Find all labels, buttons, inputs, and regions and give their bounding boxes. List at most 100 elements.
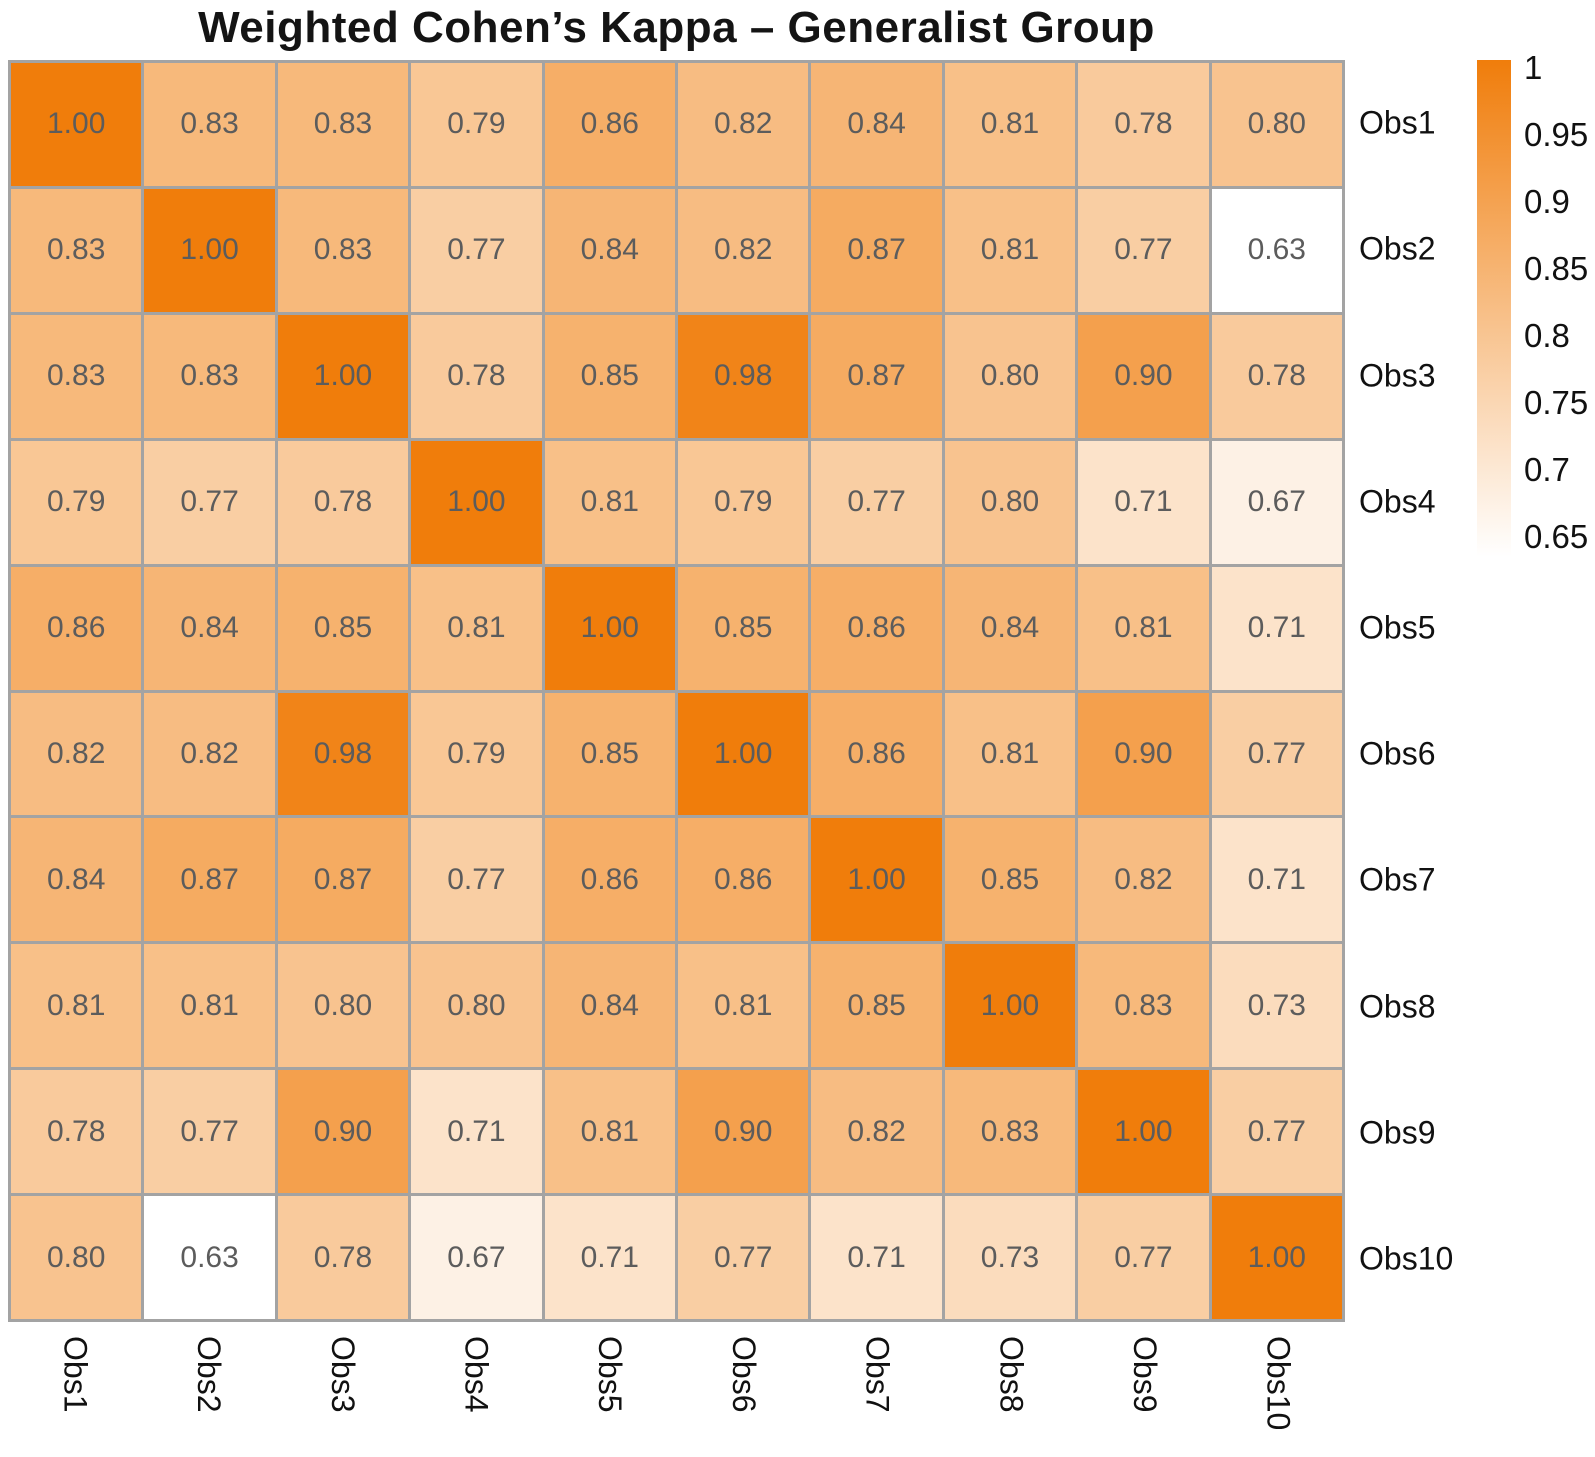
heatmap-cell: 0.81 [944,188,1076,312]
heatmap-cell: 0.87 [811,188,942,312]
heatmap-cell: 0.83 [144,314,275,438]
heatmap-cell: 0.87 [811,314,942,438]
heatmap-cell: 0.90 [677,1070,809,1194]
heatmap-cell: 1.00 [944,944,1076,1068]
heatmap-cell: 0.86 [544,818,675,942]
heatmap-cell: 0.85 [944,818,1076,942]
heatmap-cell: 0.82 [1078,818,1209,942]
heatmap-cell: 0.77 [411,818,542,942]
heatmap-cell: 0.71 [811,1196,942,1319]
heatmap-cell: 1.00 [677,692,809,816]
heatmap-cell: 0.79 [11,440,142,564]
heatmap-cell: 0.80 [11,1196,142,1319]
x-axis-label: Obs7 [859,1336,896,1413]
heatmap-cell: 0.98 [277,692,409,816]
colorbar-tick-label: 0.65 [1524,518,1589,555]
heatmap-cell: 0.77 [411,188,542,312]
x-axis-label: Obs3 [324,1336,361,1413]
y-axis-label: Obs3 [1359,357,1436,393]
heatmap-cell: 0.84 [144,566,275,690]
heatmap-cell: 0.67 [411,1196,542,1319]
heatmap-cell: 1.00 [811,818,942,942]
heatmap-cell: 0.78 [1211,314,1342,438]
heatmap-cell: 0.85 [544,692,675,816]
heatmap-cell: 0.79 [411,692,542,816]
y-axis-label: Obs9 [1359,1114,1436,1151]
heatmap-cell: 0.77 [1078,188,1209,312]
x-axis-label: Obs5 [592,1336,629,1413]
heatmap-cell: 0.78 [411,314,542,438]
heatmap-cell: 1.00 [1211,1196,1342,1319]
heatmap-cell: 0.81 [544,440,675,564]
x-axis-label: Obs1 [57,1336,94,1413]
x-axis-label: Obs9 [1126,1336,1163,1413]
heatmap-cell: 0.83 [944,1070,1076,1194]
heatmap-cell: 0.77 [144,1070,275,1194]
heatmap-cell: 0.77 [1078,1196,1209,1319]
heatmap-grid: 1.00 0.83 0.83 0.79 0.86 0.82 0.84 0.81 0.78 0.80… [8,60,1345,1322]
heatmap-cell: 0.81 [544,1070,675,1194]
heatmap-cell: 0.79 [677,440,809,564]
heatmap-cell: 0.77 [144,440,275,564]
heatmap-cell: 0.82 [11,692,142,816]
heatmap-cell: 0.77 [1211,692,1342,816]
heatmap-cell: 1.00 [11,63,142,186]
heatmap-cell: 0.71 [1211,818,1342,942]
heatmap-cell: 0.78 [277,1196,409,1319]
heatmap-cell: 0.79 [411,63,542,186]
heatmap-cell: 0.82 [677,63,809,186]
heatmap-cell: 0.90 [1078,692,1209,816]
x-axis-label: Obs6 [725,1336,762,1413]
colorbar-tick-label: 0.9 [1524,183,1570,220]
heatmap-cell: 0.77 [677,1196,809,1319]
heatmap-cell: 0.81 [677,944,809,1068]
x-axis-label: Obs10 [1260,1336,1297,1431]
heatmap-cell: 0.85 [677,566,809,690]
x-axis-label: Obs8 [993,1336,1030,1413]
y-axis-label: Obs6 [1359,735,1436,772]
heatmap-cell: 0.78 [277,440,409,564]
heatmap-cell: 0.73 [1211,944,1342,1068]
heatmap-cell: 0.82 [811,1070,942,1194]
colorbar-tick-label: 1 [1524,49,1543,86]
y-axis-label: Obs4 [1359,483,1436,520]
heatmap-cell: 0.83 [144,63,275,186]
heatmap-cell: 0.81 [944,692,1076,816]
heatmap-cell: 0.98 [677,314,809,438]
heatmap-cell: 0.86 [544,63,675,186]
heatmap-cell: 0.86 [11,566,142,690]
heatmap-cell: 0.85 [544,314,675,438]
heatmap-cell: 0.63 [1211,188,1342,312]
heatmap-cell: 0.86 [677,818,809,942]
heatmap-cell: 0.81 [144,944,275,1068]
heatmap-cell: 0.86 [811,692,942,816]
heatmap-cell: 1.00 [1078,1070,1209,1194]
heatmap-cell: 0.85 [277,566,409,690]
heatmap-cell: 0.71 [1211,566,1342,690]
heatmap-cell: 0.82 [144,692,275,816]
heatmap-cell: 0.84 [544,188,675,312]
heatmap-cell: 0.87 [144,818,275,942]
heatmap-cell: 0.90 [1078,314,1209,438]
heatmap-cell: 0.80 [1211,63,1342,186]
y-axis-label: Obs5 [1359,609,1436,646]
heatmap-cell: 0.84 [11,818,142,942]
heatmap-cell: 0.80 [944,440,1076,564]
colorbar-tick-label: 0.85 [1524,250,1589,287]
heatmap-cell: 0.78 [11,1070,142,1194]
heatmap-cell: 0.84 [944,566,1076,690]
heatmap-cell: 1.00 [144,188,275,312]
heatmap-cell: 0.83 [277,188,409,312]
heatmap-cell: 0.73 [944,1196,1076,1319]
colorbar-gradient [1477,60,1511,557]
colorbar-tick-label: 0.7 [1524,451,1570,488]
colorbar-tick-label: 0.8 [1524,317,1570,354]
y-axis-label: Obs2 [1359,230,1436,267]
heatmap-cell: 0.84 [811,63,942,186]
y-axis-label: Obs1 [1359,104,1436,141]
heatmap-cell: 0.83 [11,314,142,438]
heatmap-cell: 0.81 [944,63,1076,186]
heatmap-cell: 0.81 [11,944,142,1068]
heatmap-cell: 0.83 [277,63,409,186]
